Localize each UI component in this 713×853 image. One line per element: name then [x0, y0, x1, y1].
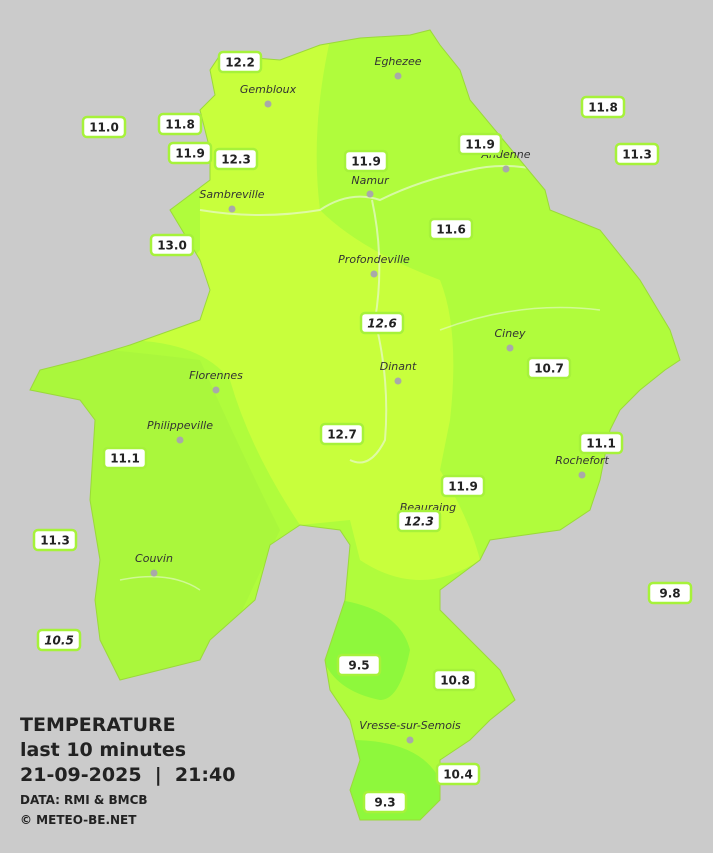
reading: 10.7 — [534, 362, 564, 376]
reading: 11.9 — [175, 147, 205, 161]
reading-box — [580, 95, 626, 119]
city-dot — [212, 386, 220, 394]
city-name: Profondeville — [338, 253, 410, 266]
reading-box — [359, 311, 405, 335]
reading-box — [614, 142, 660, 166]
legend-timestamp: 21-09-2025 | 21:40 — [20, 764, 235, 786]
reading: 11.9 — [448, 480, 478, 494]
legend-period: last 10 minutes — [20, 739, 186, 761]
reading: 10.5 — [44, 634, 74, 648]
reading: 11.1 — [586, 437, 616, 451]
city-name: Philippeville — [147, 419, 213, 432]
reading-box — [213, 147, 259, 171]
city-dot — [176, 436, 184, 444]
reading-box — [647, 581, 693, 605]
reading-box — [440, 474, 486, 498]
city-dot — [578, 471, 586, 479]
reading-box — [102, 446, 148, 470]
reading: 11.0 — [89, 121, 119, 135]
city-name: Dinant — [380, 360, 417, 373]
reading-box — [343, 149, 389, 173]
city-name: Vresse-sur-Semois — [359, 719, 461, 732]
reading: 10.8 — [440, 674, 470, 688]
city-dot — [228, 205, 236, 213]
reading-box — [526, 356, 572, 380]
reading-box — [432, 668, 478, 692]
legend-source: DATA: RMI & BMCB — [20, 793, 148, 807]
reading-box — [217, 50, 263, 74]
reading: 11.3 — [40, 534, 70, 548]
city-dot — [506, 344, 514, 352]
city-dot — [406, 736, 414, 744]
reading: 12.7 — [327, 428, 357, 442]
reading-box — [578, 431, 624, 455]
city-dot — [394, 72, 402, 80]
reading-box — [32, 528, 78, 552]
city-dot — [502, 165, 510, 173]
reading-box — [435, 762, 481, 786]
reading: 9.8 — [659, 587, 680, 601]
reading-box — [36, 628, 82, 652]
reading: 12.6 — [367, 317, 397, 331]
city-dot — [264, 100, 272, 108]
city-name: Florennes — [189, 369, 243, 382]
city-dot — [150, 569, 158, 577]
city-name: Namur — [351, 174, 390, 187]
reading-box — [362, 790, 408, 814]
reading: 11.9 — [465, 138, 495, 152]
city-dot — [366, 190, 374, 198]
city-name: Rochefort — [555, 454, 609, 467]
reading: 11.8 — [165, 118, 195, 132]
reading: 11.6 — [436, 223, 466, 237]
labels: EghezeeGemblouxAndenneNamurSambrevillePr… — [32, 50, 693, 814]
reading: 11.3 — [622, 148, 652, 162]
legend: TEMPERATURE last 10 minutes 21-09-2025 |… — [20, 714, 235, 827]
reading: 11.9 — [351, 155, 381, 169]
city-name: Sambreville — [199, 188, 264, 201]
reading-box — [167, 141, 213, 165]
legend-credit: © METEO-BE.NET — [20, 813, 137, 827]
reading-box — [149, 233, 195, 257]
city-dot — [370, 270, 378, 278]
reading: 11.8 — [588, 101, 618, 115]
city-name: Eghezee — [375, 55, 422, 68]
reading: 12.2 — [225, 56, 255, 70]
reading: 9.5 — [348, 659, 369, 673]
reading-box — [336, 653, 382, 677]
reading-box — [81, 115, 127, 139]
reading-box — [319, 422, 365, 446]
reading: 12.3 — [221, 153, 251, 167]
city-dot — [394, 377, 402, 385]
city-name: Ciney — [495, 327, 526, 340]
reading-box — [457, 132, 503, 156]
reading: 13.0 — [157, 239, 187, 253]
reading: 11.1 — [110, 452, 140, 466]
legend-title: TEMPERATURE — [20, 714, 176, 736]
city-name: Couvin — [135, 552, 173, 565]
reading: 10.4 — [443, 768, 473, 782]
city-name: Gembloux — [240, 83, 297, 96]
reading: 12.3 — [404, 515, 434, 529]
reading-box — [157, 112, 203, 136]
reading-box — [396, 509, 442, 533]
reading: 9.3 — [374, 796, 395, 810]
reading-box — [428, 217, 474, 241]
